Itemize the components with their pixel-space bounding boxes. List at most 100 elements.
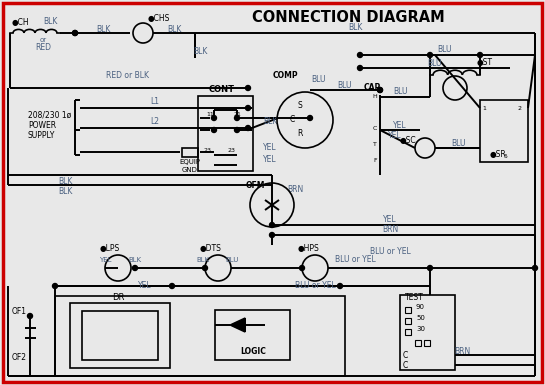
Text: CAP: CAP (364, 84, 380, 92)
Text: L1: L1 (150, 97, 160, 107)
Circle shape (169, 283, 174, 288)
Text: C: C (403, 360, 408, 370)
Text: L2: L2 (150, 117, 160, 127)
Circle shape (72, 30, 77, 35)
Text: CONT: CONT (209, 85, 235, 94)
Bar (405, 307, 411, 313)
Text: F: F (373, 157, 377, 162)
Bar (198, 96, 253, 171)
Circle shape (234, 127, 239, 132)
Text: ●SR: ●SR (490, 151, 507, 159)
Text: DR: DR (112, 293, 124, 303)
Text: CONNECTION DIAGRAM: CONNECTION DIAGRAM (252, 10, 444, 25)
Text: POWER: POWER (28, 121, 56, 129)
Text: RED or BLK: RED or BLK (106, 72, 148, 80)
Text: 11: 11 (206, 112, 214, 117)
Text: T: T (373, 142, 377, 147)
Text: 1: 1 (482, 105, 486, 110)
Text: 50: 50 (416, 315, 425, 321)
Text: YEL: YEL (99, 257, 111, 263)
Text: BLK: BLK (43, 17, 57, 27)
Text: BLU or YEL: BLU or YEL (370, 248, 410, 256)
Text: ●LPS: ●LPS (100, 243, 120, 253)
Text: ●HPS: ●HPS (298, 243, 320, 253)
Text: BLU or YEL: BLU or YEL (335, 256, 376, 264)
Text: BLK: BLK (196, 257, 210, 263)
Circle shape (358, 52, 362, 57)
Text: YEL: YEL (383, 216, 397, 224)
Circle shape (234, 116, 239, 121)
Text: SUPPLY: SUPPLY (28, 131, 56, 139)
Text: OF1: OF1 (12, 308, 27, 316)
Text: YEL: YEL (263, 156, 277, 164)
Text: YEL: YEL (263, 144, 277, 152)
Circle shape (203, 266, 208, 271)
Text: BLU: BLU (451, 139, 465, 147)
Text: COMP: COMP (272, 70, 298, 79)
Text: or: or (39, 37, 46, 43)
Text: OFM: OFM (245, 181, 265, 189)
Bar (424, 340, 430, 346)
Text: 23: 23 (228, 147, 236, 152)
Text: ●CH: ●CH (12, 17, 29, 27)
Text: BLK: BLK (96, 25, 110, 33)
Text: H: H (373, 94, 377, 99)
Circle shape (211, 127, 216, 132)
Text: BRN: BRN (382, 226, 398, 234)
Circle shape (477, 52, 482, 57)
Text: YEL: YEL (393, 121, 407, 129)
Circle shape (269, 233, 275, 238)
Text: EQUIP: EQUIP (179, 159, 201, 165)
Text: 2: 2 (518, 105, 522, 110)
Text: ●SC: ●SC (400, 136, 416, 144)
Text: YEL: YEL (138, 281, 152, 291)
Text: ●DTS: ●DTS (200, 243, 222, 253)
Circle shape (269, 223, 275, 228)
Circle shape (245, 105, 251, 110)
Text: ●ST: ●ST (477, 57, 493, 67)
Bar (480, 100, 528, 162)
Bar (215, 310, 290, 360)
Circle shape (378, 87, 383, 92)
Text: BLK: BLK (263, 117, 277, 127)
Text: BLU: BLU (438, 45, 452, 55)
Text: 208/230 1ø: 208/230 1ø (28, 110, 71, 119)
Text: 30: 30 (416, 326, 425, 332)
Text: BLK: BLK (167, 25, 181, 33)
Circle shape (132, 266, 137, 271)
Text: 5: 5 (503, 154, 507, 159)
Polygon shape (230, 318, 245, 332)
Circle shape (427, 266, 433, 271)
Text: R: R (298, 129, 302, 137)
Text: C: C (373, 126, 377, 131)
Circle shape (245, 126, 251, 131)
Text: BLU: BLU (428, 59, 442, 67)
Bar (55, 296, 345, 376)
Circle shape (72, 30, 77, 35)
Text: OF2: OF2 (12, 353, 27, 362)
Text: YEL: YEL (388, 131, 402, 139)
Bar (400, 295, 455, 370)
Circle shape (358, 65, 362, 70)
Bar (405, 318, 411, 324)
Text: S: S (298, 102, 302, 110)
Text: BLK: BLK (129, 257, 142, 263)
Text: 23: 23 (203, 147, 211, 152)
Text: 90: 90 (416, 304, 425, 310)
Bar (70, 303, 170, 368)
Text: BLK: BLK (58, 177, 72, 186)
Text: BRN: BRN (454, 348, 470, 357)
Bar (182, 148, 198, 157)
Circle shape (427, 52, 433, 57)
Text: BRN: BRN (287, 186, 303, 194)
Circle shape (245, 85, 251, 90)
Text: BLU or YEL: BLU or YEL (295, 281, 335, 291)
Circle shape (300, 266, 305, 271)
Text: BLK: BLK (348, 23, 362, 32)
Text: ●CHS: ●CHS (148, 13, 171, 22)
Circle shape (337, 283, 342, 288)
Circle shape (27, 313, 33, 318)
Text: BLU: BLU (311, 75, 325, 84)
Text: BLK: BLK (58, 187, 72, 196)
Text: BLU: BLU (393, 87, 407, 97)
